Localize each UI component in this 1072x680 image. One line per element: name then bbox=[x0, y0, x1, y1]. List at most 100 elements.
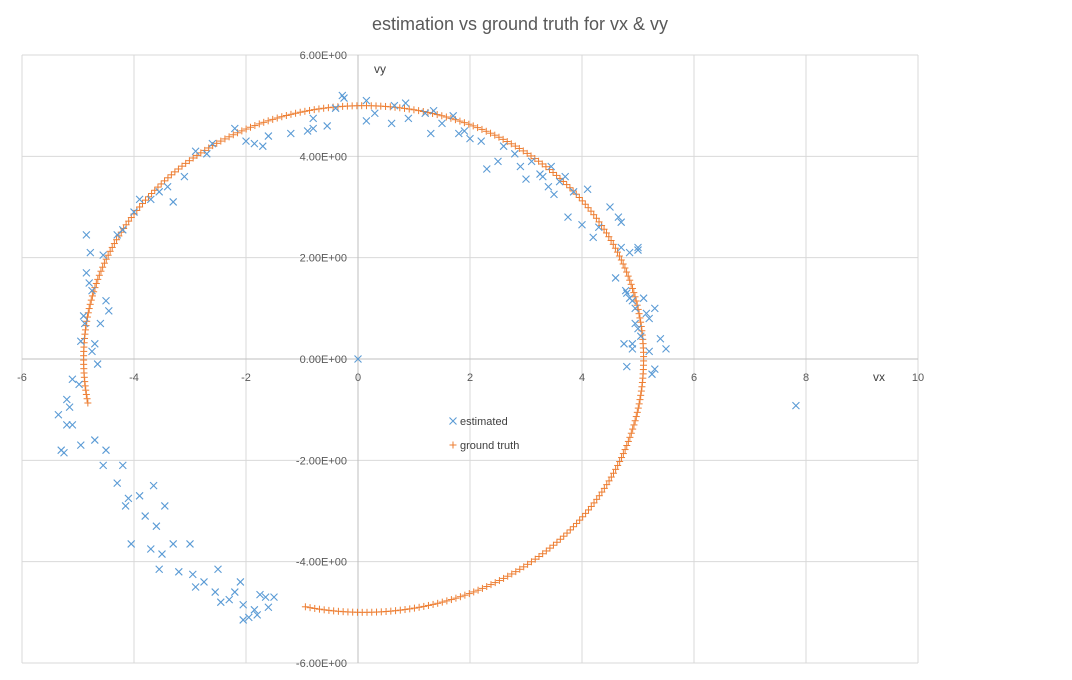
ground-truth-point bbox=[611, 244, 619, 252]
ground-truth-point bbox=[320, 104, 328, 112]
ground-truth-point bbox=[478, 125, 486, 133]
ground-truth-point bbox=[615, 252, 623, 260]
ground-truth-point bbox=[406, 605, 414, 613]
estimated-point bbox=[211, 588, 220, 596]
ground-truth-point bbox=[563, 181, 571, 189]
ground-truth-point bbox=[627, 280, 635, 288]
estimated-point bbox=[362, 96, 371, 105]
ground-truth-point bbox=[582, 509, 590, 517]
ground-truth-point bbox=[500, 574, 508, 582]
ground-truth-point bbox=[229, 131, 237, 139]
estimated-point bbox=[261, 593, 270, 602]
ground-truth-point bbox=[600, 225, 608, 233]
ground-truth-point bbox=[201, 146, 209, 154]
ground-truth-point bbox=[632, 413, 640, 421]
ground-truth-point bbox=[465, 590, 473, 598]
estimated-point bbox=[90, 436, 99, 444]
ground-truth-point bbox=[512, 568, 520, 576]
ground-truth-point bbox=[621, 264, 629, 272]
ground-truth-point bbox=[524, 560, 532, 568]
ground-truth-point bbox=[320, 606, 328, 614]
ground-truth-point bbox=[92, 279, 100, 287]
y-tick-label: 0.00E+00 bbox=[300, 354, 347, 366]
ground-truth-point bbox=[592, 214, 600, 222]
estimated-point bbox=[86, 248, 95, 257]
estimated-point bbox=[631, 304, 640, 313]
estimated-point bbox=[645, 347, 654, 356]
ground-truth-point bbox=[225, 133, 233, 141]
estimated-point bbox=[578, 220, 586, 229]
estimated-point bbox=[76, 337, 85, 346]
x-tick-label: 10 bbox=[912, 372, 924, 384]
ground-truth-point bbox=[148, 190, 156, 198]
ground-truth-point bbox=[110, 240, 118, 248]
estimated-point bbox=[118, 461, 127, 470]
estimated-point bbox=[160, 502, 169, 510]
estimated-point bbox=[792, 401, 800, 410]
estimated-point bbox=[75, 380, 84, 389]
ground-truth-point bbox=[282, 111, 290, 119]
estimated-point bbox=[617, 243, 626, 252]
estimated-point bbox=[155, 187, 164, 196]
ground-truth-point bbox=[527, 152, 535, 160]
ground-truth-point bbox=[456, 593, 464, 601]
ground-truth-point bbox=[581, 200, 589, 208]
ground-truth-point bbox=[171, 168, 179, 176]
ground-truth-point bbox=[113, 236, 121, 244]
estimated-point bbox=[264, 603, 273, 612]
ground-truth-point bbox=[511, 142, 519, 150]
ground-truth-point bbox=[538, 160, 546, 168]
ground-truth-point bbox=[546, 544, 554, 552]
ground-truth-point bbox=[553, 538, 561, 546]
estimated-point bbox=[466, 134, 474, 143]
ground-truth-point bbox=[495, 577, 503, 585]
estimated-point bbox=[202, 149, 211, 158]
ground-truth-point bbox=[104, 251, 112, 259]
ground-truth-point bbox=[598, 222, 606, 230]
ground-truth-point bbox=[315, 605, 323, 613]
estimated-point bbox=[438, 119, 446, 128]
ground-truth-point bbox=[217, 137, 225, 145]
ground-truth-point bbox=[401, 104, 409, 112]
ground-truth-point bbox=[81, 326, 89, 334]
estimated-point bbox=[390, 101, 399, 110]
estimated-point bbox=[449, 111, 458, 120]
estimated-point bbox=[460, 127, 469, 135]
ground-truth-point bbox=[619, 450, 627, 458]
ground-truth-point bbox=[623, 268, 631, 276]
estimated-point bbox=[555, 177, 564, 186]
ground-truth-point bbox=[624, 272, 632, 280]
ground-truth-point bbox=[621, 446, 629, 454]
ground-truth-point bbox=[301, 603, 309, 611]
ground-truth-point bbox=[456, 117, 464, 125]
legend-estimated-label: estimated bbox=[460, 416, 508, 428]
ground-truth-point bbox=[630, 289, 638, 297]
ground-truth-point bbox=[474, 124, 482, 132]
ground-truth-point bbox=[636, 314, 644, 322]
estimated-point bbox=[88, 347, 96, 356]
ground-truth-point bbox=[587, 502, 595, 510]
ground-truth-point bbox=[167, 171, 175, 179]
estimated-point bbox=[236, 578, 245, 586]
ground-truth-point bbox=[88, 292, 96, 300]
ground-truth-point bbox=[556, 535, 564, 543]
estimated-point bbox=[216, 598, 225, 607]
ground-truth-point bbox=[133, 206, 141, 214]
ground-truth-point bbox=[527, 558, 535, 566]
ground-truth-point bbox=[516, 565, 524, 573]
ground-truth-point bbox=[273, 114, 281, 122]
estimated-point bbox=[622, 289, 631, 298]
ground-truth-point bbox=[301, 107, 309, 115]
ground-truth-point bbox=[612, 465, 620, 473]
estimated-point bbox=[634, 243, 642, 252]
estimated-point bbox=[516, 162, 525, 171]
chart-title: estimation vs ground truth for vx & vy bbox=[371, 14, 669, 34]
ground-truth-point bbox=[260, 118, 268, 126]
estimated-point bbox=[642, 309, 651, 318]
estimated-point bbox=[244, 613, 253, 622]
ground-truth-point bbox=[415, 603, 423, 611]
ground-truth-point bbox=[569, 523, 577, 531]
ground-truth-point bbox=[578, 197, 586, 205]
ground-truth-point bbox=[549, 541, 557, 549]
